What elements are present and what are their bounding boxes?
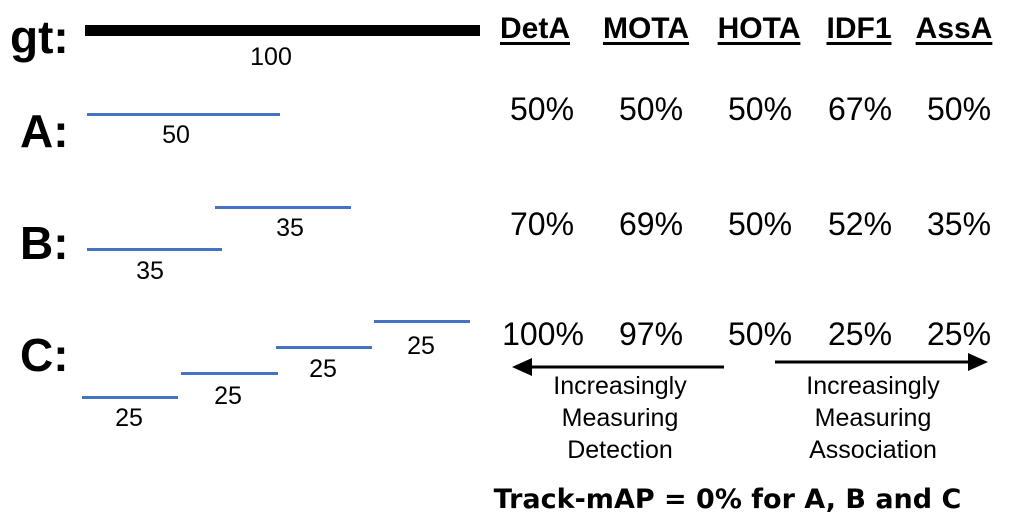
track-c-segment-2 — [181, 372, 278, 375]
caption-association-line-1: Increasingly — [806, 372, 940, 400]
caption-detection-line-1: Increasingly — [553, 372, 687, 400]
track-c-segment-4 — [374, 320, 470, 323]
value-b-mota: 69% — [618, 206, 684, 242]
track-c-segment-1 — [82, 396, 178, 399]
value-a-assa: 50% — [926, 91, 992, 127]
value-c-idf1: 25% — [827, 316, 893, 352]
track-b-length-2: 35 — [276, 214, 304, 242]
track-b-segment-1 — [87, 248, 222, 251]
ground-truth-track-bar — [85, 25, 480, 36]
value-a-idf1: 67% — [827, 91, 893, 127]
gt-length-label: 100 — [250, 43, 292, 71]
header-idf1: IDF1 — [826, 12, 892, 45]
header-hota: HOTA — [717, 12, 801, 45]
value-b-deta: 70% — [509, 206, 575, 242]
right-arrow-icon — [775, 353, 988, 371]
track-c-length-2: 25 — [214, 382, 242, 410]
track-b-length-1: 35 — [136, 257, 164, 285]
value-c-assa: 25% — [926, 316, 992, 352]
caption-detection-line-3: Detection — [567, 436, 673, 464]
value-b-idf1: 52% — [827, 206, 893, 242]
value-a-mota: 50% — [618, 91, 684, 127]
value-c-deta: 100% — [502, 316, 584, 352]
row-label-c: C: — [20, 329, 69, 381]
track-c-length-1: 25 — [115, 404, 143, 432]
value-c-hota: 50% — [727, 316, 793, 352]
track-c-length-4: 25 — [407, 332, 435, 360]
row-label-b: B: — [20, 217, 69, 269]
caption-association: Increasingly Measuring Association — [806, 370, 939, 466]
caption-detection-line-2: Measuring — [561, 404, 679, 432]
track-a-length-1: 50 — [162, 121, 190, 149]
track-b-segment-2 — [215, 206, 351, 209]
row-label-a: A: — [20, 105, 69, 157]
track-a-segment-1 — [87, 113, 280, 116]
row-label-gt: gt: — [10, 11, 69, 63]
header-mota: MOTA — [602, 12, 690, 45]
caption-detection: Increasingly Measuring Detection — [553, 370, 686, 466]
track-c-segment-3 — [276, 346, 372, 349]
track-c-length-3: 25 — [309, 355, 337, 383]
value-b-hota: 50% — [727, 206, 793, 242]
header-deta: DetA — [499, 12, 571, 45]
value-a-deta: 50% — [509, 91, 575, 127]
value-a-hota: 50% — [727, 91, 793, 127]
value-c-mota: 97% — [618, 316, 684, 352]
caption-association-line-3: Association — [809, 436, 937, 464]
left-arrow-icon — [512, 358, 724, 376]
header-assa: AssA — [915, 12, 993, 45]
track-map-footnote: Track-mAP = 0% for A, B and C — [493, 484, 962, 515]
value-b-assa: 35% — [926, 206, 992, 242]
caption-association-line-2: Measuring — [814, 404, 932, 432]
